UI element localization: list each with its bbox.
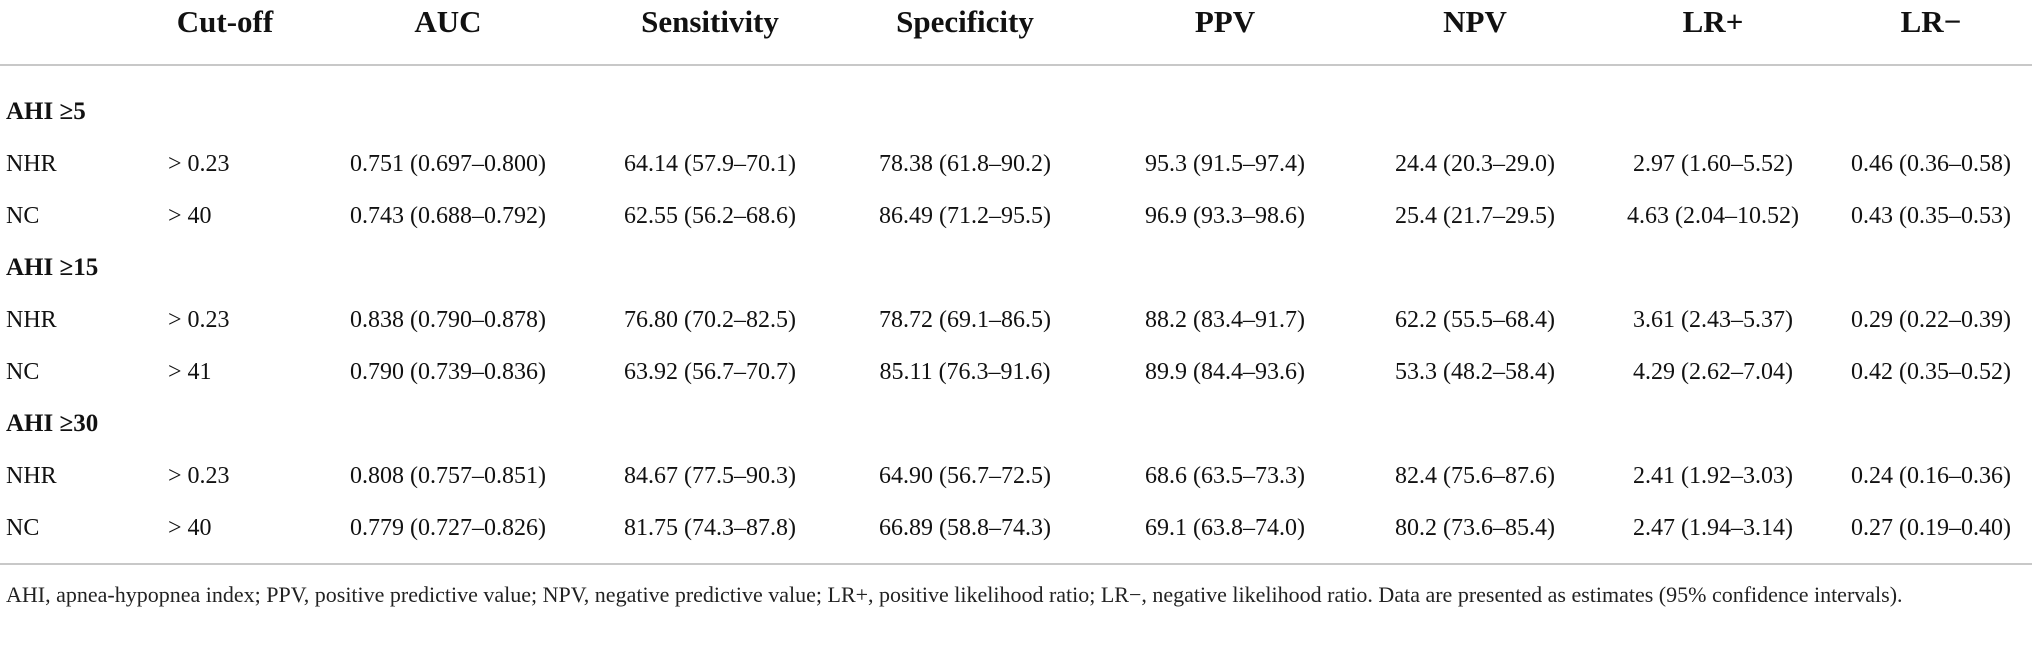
group-header-ahi-15: AHI ≥15 (0, 242, 2032, 294)
header-auc: AUC (414, 4, 482, 39)
cell-npv: 80.2 (73.6–85.4) (1395, 515, 1555, 541)
cell-ppv: 95.3 (91.5–97.4) (1145, 151, 1305, 177)
cell-lr-negative: 0.43 (0.35–0.53) (1851, 203, 2011, 229)
cell-lr-positive: 2.97 (1.60–5.52) (1633, 151, 1793, 177)
cell-sensitivity: 63.92 (56.7–70.7) (624, 359, 796, 385)
group-header-ahi-30: AHI ≥30 (0, 398, 2032, 450)
cell-ppv: 88.2 (83.4–91.7) (1145, 307, 1305, 333)
cell-lr-positive: 2.47 (1.94–3.14) (1633, 515, 1793, 541)
cell-npv: 25.4 (21.7–29.5) (1395, 203, 1555, 229)
cell-cutoff: > 0.23 (168, 307, 230, 333)
cell-ppv: 96.9 (93.3–98.6) (1145, 203, 1305, 229)
cell-lr-positive: 2.41 (1.92–3.03) (1633, 463, 1793, 489)
cell-auc: 0.838 (0.790–0.878) (350, 307, 546, 333)
cell-lr-negative: 0.24 (0.16–0.36) (1851, 463, 2011, 489)
row-label: NC (6, 203, 40, 229)
cell-auc: 0.808 (0.757–0.851) (350, 463, 546, 489)
header-cutoff: Cut-off (176, 4, 274, 39)
cell-npv: 24.4 (20.3–29.0) (1395, 151, 1555, 177)
cell-sensitivity: 76.80 (70.2–82.5) (624, 307, 796, 333)
group-label: AHI ≥30 (6, 410, 99, 437)
cell-sensitivity: 84.67 (77.5–90.3) (624, 463, 796, 489)
cell-cutoff: > 40 (168, 203, 212, 229)
row-label: NC (6, 359, 40, 385)
cell-lr-negative: 0.29 (0.22–0.39) (1851, 307, 2011, 333)
cell-lr-negative: 0.46 (0.36–0.58) (1851, 151, 2011, 177)
cell-specificity: 66.89 (58.8–74.3) (879, 515, 1051, 541)
cell-specificity: 78.38 (61.8–90.2) (879, 151, 1051, 177)
table-header: Cut-off AUC Sensitivity Specificity PPV … (0, 0, 2032, 66)
group-label: AHI ≥15 (6, 254, 99, 281)
cell-cutoff: > 40 (168, 515, 212, 541)
header-lr-negative: LR− (1900, 4, 1962, 39)
cell-lr-positive: 4.29 (2.62–7.04) (1633, 359, 1793, 385)
group-header-ahi-5: AHI ≥5 (0, 86, 2032, 138)
cell-specificity: 78.72 (69.1–86.5) (879, 307, 1051, 333)
cell-ppv: 68.6 (63.5–73.3) (1145, 463, 1305, 489)
cell-ppv: 69.1 (63.8–74.0) (1145, 515, 1305, 541)
results-table: Cut-off AUC Sensitivity Specificity PPV … (0, 0, 2032, 554)
cell-lr-negative: 0.27 (0.19–0.40) (1851, 515, 2011, 541)
cell-lr-positive: 4.63 (2.04–10.52) (1627, 203, 1799, 229)
cell-npv: 82.4 (75.6–87.6) (1395, 463, 1555, 489)
cell-npv: 62.2 (55.5–68.4) (1395, 307, 1555, 333)
row-label: NHR (6, 307, 57, 333)
cell-specificity: 86.49 (71.2–95.5) (879, 203, 1051, 229)
cell-ppv: 89.9 (84.4–93.6) (1145, 359, 1305, 385)
cell-sensitivity: 81.75 (74.3–87.8) (624, 515, 796, 541)
cell-cutoff: > 0.23 (168, 463, 230, 489)
header-specificity: Specificity (896, 4, 1034, 39)
table-row: NC > 41 0.790 (0.739–0.836) 63.92 (56.7–… (0, 346, 2032, 398)
table-row: NC > 40 0.743 (0.688–0.792) 62.55 (56.2–… (0, 190, 2032, 242)
cell-auc: 0.790 (0.739–0.836) (350, 359, 546, 385)
cell-specificity: 85.11 (76.3–91.6) (879, 359, 1051, 385)
header-sensitivity: Sensitivity (641, 4, 779, 39)
cell-auc: 0.743 (0.688–0.792) (350, 203, 546, 229)
cell-lr-negative: 0.42 (0.35–0.52) (1851, 359, 2011, 385)
cell-cutoff: > 0.23 (168, 151, 230, 177)
table-footnote: AHI, apnea-hypopnea index; PPV, positive… (6, 582, 1903, 607)
cell-specificity: 64.90 (56.7–72.5) (879, 463, 1051, 489)
header-lr-positive: LR+ (1682, 4, 1744, 39)
table-row: NHR > 0.23 0.838 (0.790–0.878) 76.80 (70… (0, 294, 2032, 346)
table-row: NHR > 0.23 0.808 (0.757–0.851) 84.67 (77… (0, 450, 2032, 502)
cell-auc: 0.751 (0.697–0.800) (350, 151, 546, 177)
table-row: NHR > 0.23 0.751 (0.697–0.800) 64.14 (57… (0, 138, 2032, 190)
row-label: NC (6, 515, 40, 541)
header-npv: NPV (1443, 4, 1507, 39)
cell-auc: 0.779 (0.727–0.826) (350, 515, 546, 541)
group-label: AHI ≥5 (6, 98, 86, 125)
table-bottom-rule (0, 563, 2032, 565)
cell-cutoff: > 41 (168, 359, 212, 385)
row-label: NHR (6, 463, 57, 489)
cell-lr-positive: 3.61 (2.43–5.37) (1633, 307, 1793, 333)
cell-sensitivity: 64.14 (57.9–70.1) (624, 151, 796, 177)
row-label: NHR (6, 151, 57, 177)
header-ppv: PPV (1194, 4, 1256, 39)
table-row: NC > 40 0.779 (0.727–0.826) 81.75 (74.3–… (0, 502, 2032, 554)
cell-sensitivity: 62.55 (56.2–68.6) (624, 203, 796, 229)
cell-npv: 53.3 (48.2–58.4) (1395, 359, 1555, 385)
